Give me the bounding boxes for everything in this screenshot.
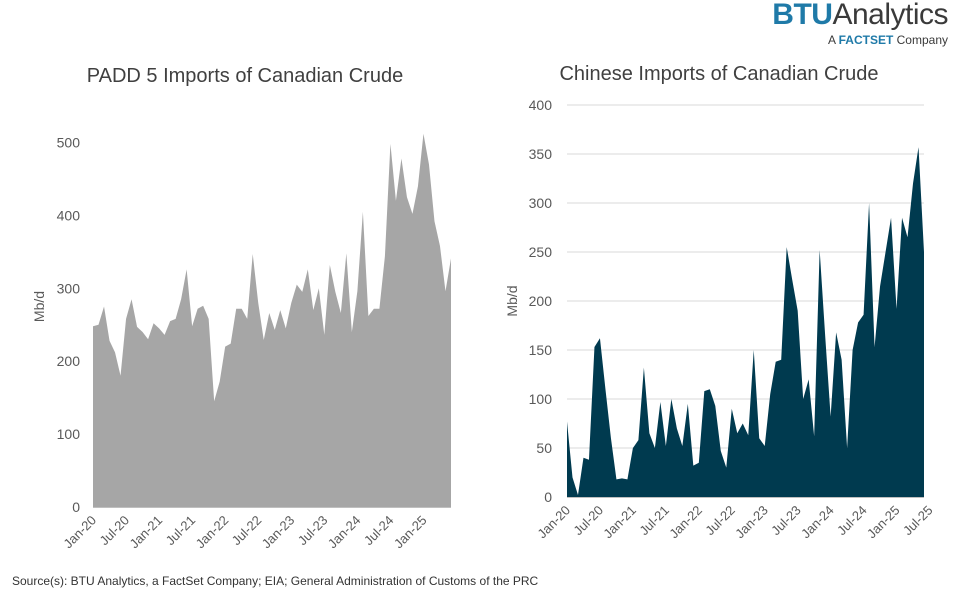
padd5-title: PADD 5 Imports of Canadian Crude (87, 65, 403, 87)
china-x-tick-label: Jan-20 (534, 503, 573, 542)
logo-brand: BTU (772, 0, 833, 31)
logo-word: Analytics (832, 0, 948, 31)
padd5-y-tick-label: 0 (72, 499, 80, 515)
padd5-x-tick-label: Jul-21 (163, 513, 199, 549)
padd5-x-tick-label: Jan-20 (60, 513, 99, 552)
padd5-y-tick-label: 100 (57, 426, 81, 442)
china-x-tick-label: Jul-20 (570, 503, 606, 539)
china-x-tick-label: Jul-22 (702, 503, 738, 539)
padd5-area-series (93, 133, 451, 507)
logo-tagline-post: Company (896, 33, 948, 47)
padd5-chart: PADD 5 Imports of Canadian Crude 0 100 200 3… (31, 65, 451, 551)
padd5-x-tick-label: Jan-24 (325, 513, 364, 552)
china-y-tick-label: 250 (529, 244, 553, 260)
padd5-x-tick-label: Jan-21 (126, 513, 165, 552)
china-x-tick-label: Jan-24 (798, 503, 837, 542)
padd5-y-tick-label: 300 (57, 280, 81, 296)
padd5-x-tick-label: Jul-20 (97, 513, 133, 549)
china-x-tick-label: Jul-23 (768, 503, 804, 539)
logo-tagline-pre: A (827, 33, 836, 47)
china-y-tick-label: 50 (536, 440, 552, 456)
logo-wordmark: BTUAnalytics (772, 0, 948, 30)
padd5-x-tick-label: Jan-22 (193, 513, 232, 552)
china-y-tick-label: 400 (529, 97, 553, 113)
padd5-y-tick-label: 500 (57, 134, 81, 150)
china-y-tick-label: 0 (544, 489, 552, 505)
padd5-x-tick-label: Jan-23 (259, 513, 298, 552)
padd5-y-tick-label: 200 (57, 353, 81, 369)
china-x-tick-label: Jan-23 (732, 503, 771, 542)
logo-tagline: A FACTSET Company (772, 33, 948, 47)
china-area-series (567, 147, 924, 497)
padd5-y-tick-label: 400 (57, 207, 81, 223)
padd5-x-tick-label: Jul-24 (361, 513, 397, 549)
china-x-tick-label: Jul-25 (900, 503, 936, 539)
china-title: Chinese Imports of Canadian Crude (559, 63, 878, 85)
china-y-tick-label: 200 (529, 293, 553, 309)
padd5-x-tick-label: Jul-23 (295, 513, 331, 549)
china-y-axis-label: Mb/d (504, 285, 520, 316)
china-x-tick-label: Jan-25 (864, 503, 903, 542)
china-y-tick-label: 300 (529, 195, 553, 211)
china-chart: Chinese Imports of Canadian Crude 0 50 100 1… (504, 63, 936, 541)
china-x-tick-label: Jan-22 (666, 503, 705, 542)
china-y-tick-label: 350 (529, 146, 553, 162)
padd5-x-tick-label: Jan-25 (391, 513, 430, 552)
china-x-tick-label: Jul-24 (834, 503, 870, 539)
china-x-tick-label: Jan-21 (600, 503, 639, 542)
btu-analytics-logo: BTUAnalytics A FACTSET Company (772, 0, 948, 47)
china-x-tick-label: Jul-21 (636, 503, 672, 539)
padd5-x-tick-label: Jul-22 (229, 513, 265, 549)
china-y-tick-label: 150 (529, 342, 553, 358)
logo-tagline-brand: FACTSET (838, 33, 894, 47)
source-note: Source(s): BTU Analytics, a FactSet Comp… (12, 574, 539, 588)
padd5-y-axis-label: Mb/d (31, 291, 47, 322)
china-y-tick-label: 100 (529, 391, 553, 407)
